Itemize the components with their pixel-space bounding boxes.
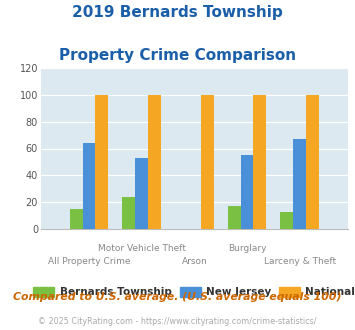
Text: Burglary: Burglary: [228, 244, 266, 253]
Bar: [228, 207, 241, 229]
Bar: [135, 158, 148, 229]
Bar: [70, 209, 83, 229]
Text: Larceny & Theft: Larceny & Theft: [264, 257, 336, 266]
Bar: [306, 95, 319, 229]
Text: Property Crime Comparison: Property Crime Comparison: [59, 48, 296, 63]
Bar: [201, 95, 214, 229]
Bar: [122, 197, 135, 229]
Bar: [148, 95, 161, 229]
Bar: [241, 155, 253, 229]
Text: Motor Vehicle Theft: Motor Vehicle Theft: [98, 244, 186, 253]
Text: 2019 Bernards Township: 2019 Bernards Township: [72, 5, 283, 20]
Text: Arson: Arson: [181, 257, 207, 266]
Bar: [293, 139, 306, 229]
Legend: Bernards Township, New Jersey, National: Bernards Township, New Jersey, National: [29, 283, 355, 302]
Bar: [95, 95, 108, 229]
Bar: [83, 143, 95, 229]
Bar: [253, 95, 266, 229]
Bar: [280, 212, 293, 229]
Text: © 2025 CityRating.com - https://www.cityrating.com/crime-statistics/: © 2025 CityRating.com - https://www.city…: [38, 317, 317, 326]
Text: All Property Crime: All Property Crime: [48, 257, 130, 266]
Text: Compared to U.S. average. (U.S. average equals 100): Compared to U.S. average. (U.S. average …: [13, 292, 342, 302]
